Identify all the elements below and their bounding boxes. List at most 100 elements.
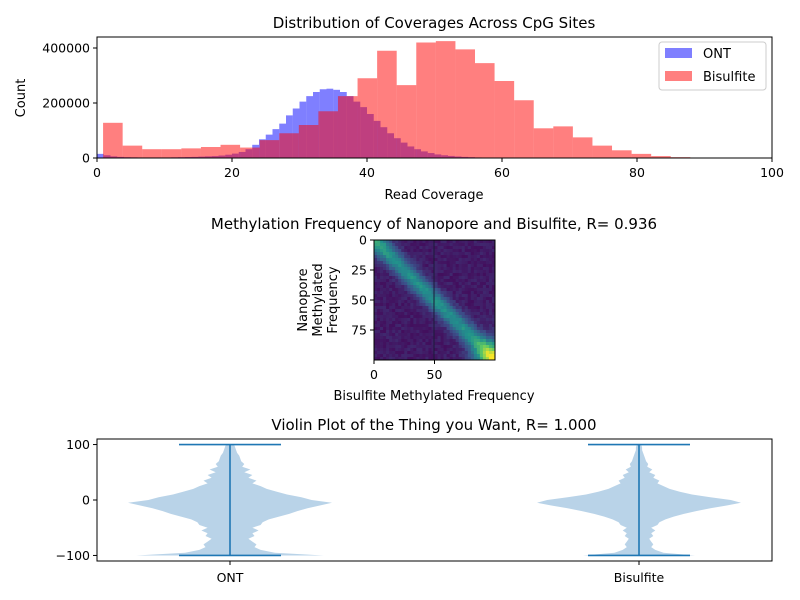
heatmap-cell [455, 336, 460, 340]
heatmap-cell [467, 312, 472, 316]
heatmap-cell [455, 276, 460, 280]
heatmap-cell [467, 336, 472, 340]
heatmap-cell [398, 330, 402, 334]
heatmap-cell [455, 333, 460, 337]
heatmap-cell [410, 261, 414, 265]
heatmap-cell [434, 246, 438, 250]
heatmap-cell [380, 279, 384, 283]
heatmap-cell [380, 339, 384, 343]
heatmap-cell [392, 357, 396, 361]
heatmap-cell [380, 321, 384, 325]
heatmap-cell [386, 300, 390, 304]
heatmap-cell [383, 246, 387, 250]
heatmap-cell [407, 300, 411, 304]
heatmap-cell [422, 315, 426, 319]
heatmap-cell [476, 312, 481, 316]
heatmap-cell [377, 264, 381, 268]
heatmap-cell [461, 354, 466, 358]
heatmap-cell [374, 240, 378, 244]
heatmap-cell [446, 279, 451, 283]
heatmap-cell [422, 318, 426, 322]
heatmap-cell [449, 276, 454, 280]
heatmap-cell [473, 255, 478, 259]
heatmap-cell [428, 315, 432, 319]
heatmap-cell [422, 309, 426, 313]
heatmap-cell [485, 312, 490, 316]
heatmap-cell [422, 312, 426, 316]
heatmap-cell [485, 294, 490, 298]
heatmap-cell [482, 315, 487, 319]
heatmap-cell [479, 330, 484, 334]
heatmap-cell [425, 357, 429, 361]
heatmap-cell [491, 354, 496, 358]
heatmap-cell [422, 282, 426, 286]
heatmap-cell [404, 339, 408, 343]
heatmap-cell [431, 249, 435, 253]
heatmap-cell [392, 309, 396, 313]
heatmap-cell [491, 255, 496, 259]
heatmap-cell [440, 336, 444, 340]
heatmap-cell [491, 294, 496, 298]
heatmap-cell [398, 240, 402, 244]
heatmap-cell [428, 348, 432, 352]
heatmap-cell [452, 285, 457, 289]
heatmap-cell [491, 267, 496, 271]
heatmap-cell [464, 246, 469, 250]
heatmap-cell [455, 318, 460, 322]
heatmap-cell [383, 267, 387, 271]
heatmap-cell [398, 273, 402, 277]
heatmap-cell [449, 303, 454, 307]
bar-bisulfite [651, 156, 671, 158]
heatmap-cell [392, 345, 396, 349]
heatmap-cell [374, 246, 378, 250]
heatmap-cell [401, 339, 405, 343]
heatmap-cell [482, 261, 487, 265]
heatmap-cell [389, 318, 393, 322]
heatmap-cell [461, 246, 466, 250]
heatmap-cell [440, 273, 444, 277]
heatmap-cell [377, 324, 381, 328]
heatmap-cell [395, 261, 399, 265]
bar-bisulfite [220, 144, 241, 158]
heatmap-cell [431, 252, 435, 256]
heatmap-cell [470, 315, 475, 319]
heatmap-cell [425, 294, 429, 298]
heatmap-cell [455, 309, 460, 313]
heatmap-cell [377, 348, 381, 352]
heatmap-cell [461, 324, 466, 328]
heatmap-cell [395, 303, 399, 307]
heatmap-cell [377, 306, 381, 310]
heatmap-cell [479, 324, 484, 328]
heatmap-cell [428, 255, 432, 259]
heatmap-cell [395, 339, 399, 343]
heatmap-cell [425, 303, 429, 307]
heatmap-cell [404, 261, 408, 265]
bar-bisulfite [357, 78, 378, 158]
heatmap-cell [491, 246, 496, 250]
heatmap-cell [374, 294, 378, 298]
heatmap-cell [425, 240, 429, 244]
heatmap-cell [377, 312, 381, 316]
heatmap-cell [383, 273, 387, 277]
heatmap-cell [428, 318, 432, 322]
heatmap-cell [380, 282, 384, 286]
heatmap-cell [386, 291, 390, 295]
heatmap-cell [434, 267, 438, 271]
bar-bisulfite [612, 150, 632, 158]
heatmap-cell [419, 321, 423, 325]
heatmap-cell [434, 249, 438, 253]
heatmap-cell [422, 252, 426, 256]
heatmap-cell [485, 339, 490, 343]
heatmap-cell [443, 282, 447, 286]
heatmap-cell [386, 294, 390, 298]
heatmap-cell [407, 267, 411, 271]
heatmap-cell [488, 321, 493, 325]
heatmap-cell [380, 351, 384, 355]
heatmap-cell [392, 321, 396, 325]
heatmap-cell [392, 327, 396, 331]
heatmap-cell [470, 264, 475, 268]
heatmap-cell [455, 306, 460, 310]
heatmap-cell [431, 240, 435, 244]
heatmap-cell [416, 279, 420, 283]
